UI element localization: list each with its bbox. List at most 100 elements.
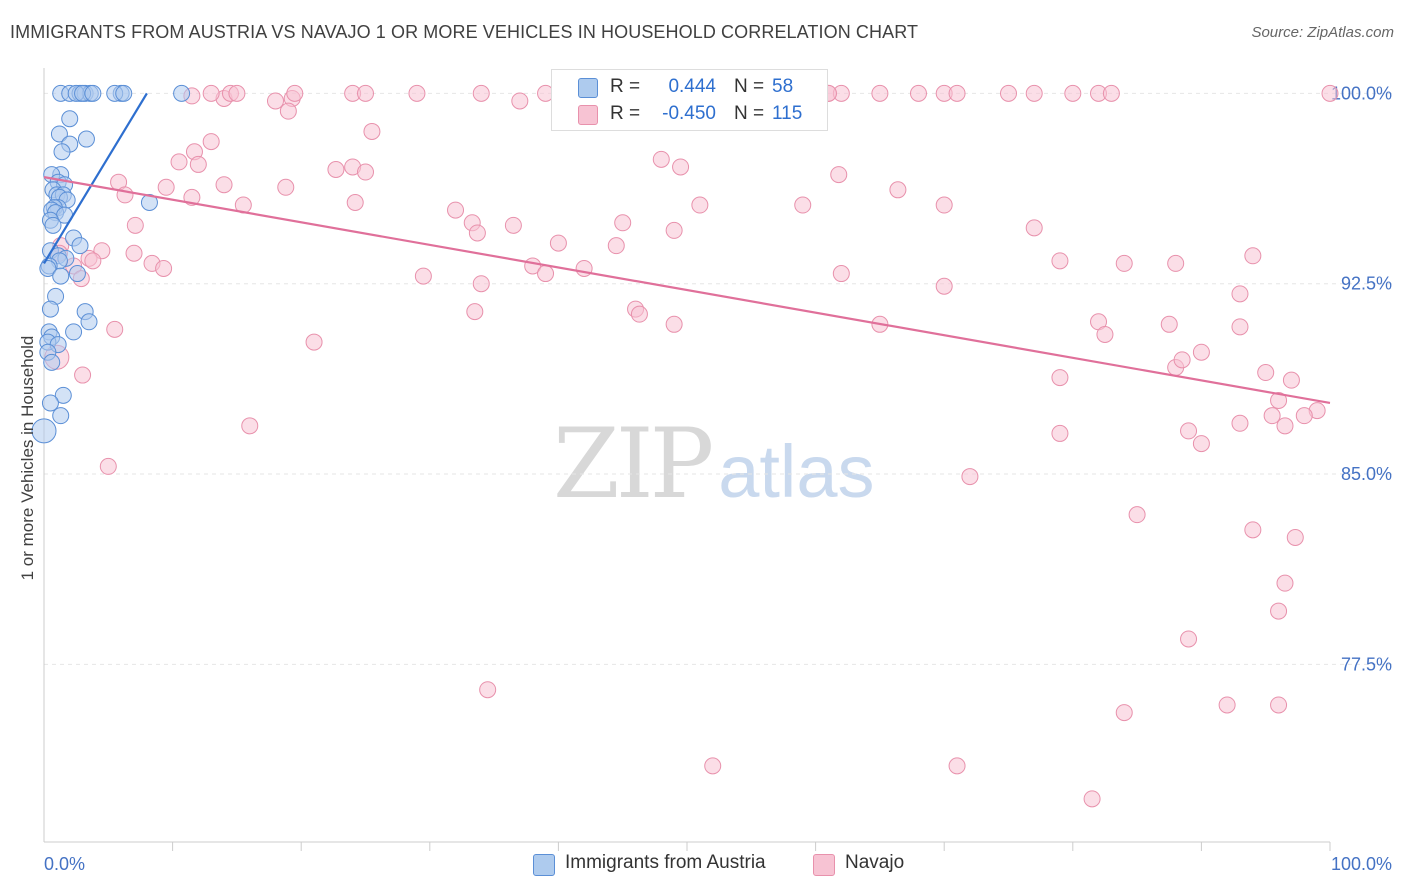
navajo-point (84, 252, 102, 270)
axis-layer (43, 68, 1330, 843)
navajo-point (794, 196, 812, 214)
navajo-point (1270, 602, 1288, 620)
austria-point (50, 125, 68, 143)
navajo-point (1321, 84, 1339, 102)
navajo-point (202, 84, 220, 102)
navajo-point (241, 417, 259, 435)
bottom-legend-swatch-navajo (813, 854, 835, 876)
y-tick-label: 77.5% (1341, 654, 1392, 674)
austria-point (65, 323, 83, 341)
navajo-point (832, 265, 850, 283)
legend-n-value: 115 (772, 103, 803, 124)
navajo-point (1051, 252, 1069, 270)
austria-point (71, 237, 89, 255)
navajo-point (357, 84, 374, 102)
tick-layer: 100.0% 92.5% 85.0% 77.5% 0.0% 100.0% (44, 83, 1392, 874)
navajo-point (1167, 254, 1185, 272)
austria-point (31, 418, 57, 444)
bottom-legend-label-navajo: Navajo (845, 852, 905, 873)
y-axis-title: 1 or more Vehicles in Household (18, 336, 37, 581)
navajo-point (1218, 696, 1236, 714)
austria-point (39, 259, 57, 277)
navajo-point (1263, 407, 1281, 425)
austria-point (43, 353, 61, 371)
navajo-point (155, 259, 173, 277)
navajo-point (948, 84, 966, 102)
navajo-point (202, 133, 220, 151)
navajo-point (447, 201, 465, 219)
navajo-point (1192, 343, 1210, 361)
navajo-point (126, 216, 144, 234)
navajo-point (889, 181, 907, 199)
navajo-point (408, 84, 426, 102)
navajo-point (1102, 84, 1120, 102)
legend-n-label: N = (734, 76, 765, 97)
navajo-point (1064, 84, 1082, 102)
correlation-legend: R = 0.444 N = 58 R = -0.450 N = 115 (551, 69, 828, 131)
legend-r-label: R = (610, 76, 641, 97)
austria-point (61, 110, 79, 128)
bottom-legend-label-austria: Immigrants from Austria (565, 852, 766, 873)
navajo-point (472, 84, 490, 102)
navajo-point (704, 757, 722, 775)
austria-point (52, 407, 70, 425)
legend-n-value: 58 (772, 76, 794, 97)
navajo-point (1115, 254, 1133, 272)
navajo-point (1160, 315, 1178, 333)
navajo-point (106, 320, 124, 338)
chart-title: IMMIGRANTS FROM AUSTRIA VS NAVAJO 1 OR M… (10, 22, 919, 42)
navajo-point (1244, 521, 1262, 539)
navajo-point (630, 305, 648, 323)
navajo-point (99, 457, 117, 475)
austria-point (54, 386, 72, 404)
austria-point (173, 84, 191, 102)
legend-r-label: R = (610, 103, 641, 124)
navajo-point (1051, 424, 1069, 442)
navajo-point (665, 221, 683, 239)
navajo-point (279, 102, 297, 120)
legend-r-value: 0.444 (668, 76, 716, 97)
navajo-point (1295, 407, 1313, 425)
navajo-point (672, 158, 690, 176)
navajo-point (948, 757, 966, 775)
navajo-point (1276, 574, 1294, 592)
y-tick-label: 100.0% (1331, 83, 1392, 103)
navajo-point (549, 234, 567, 252)
navajo-point (157, 178, 175, 196)
navajo-point (1231, 285, 1249, 303)
navajo-point (125, 244, 143, 262)
navajo-point (652, 150, 670, 168)
navajo-point (665, 315, 683, 333)
navajo-points (44, 84, 1339, 808)
trend-layer (43, 92, 1331, 405)
navajo-point (357, 163, 374, 181)
navajo-point (215, 176, 233, 194)
legend-row-austria: R = 0.444 N = 58 (552, 74, 827, 100)
austria-point (44, 216, 62, 234)
navajo-point (277, 178, 295, 196)
navajo-point (1231, 414, 1249, 432)
austria-point (53, 143, 71, 161)
navajo-point (691, 196, 709, 214)
navajo-point (1282, 371, 1300, 389)
navajo-point (479, 681, 497, 699)
navajo-point (871, 84, 889, 102)
navajo-point (327, 161, 345, 179)
navajo-point (466, 303, 484, 321)
navajo-point (607, 237, 625, 255)
austria-point (77, 130, 95, 148)
navajo-point (1180, 630, 1198, 648)
navajo-point (1180, 422, 1198, 440)
x-tick-label: 100.0% (1331, 854, 1392, 874)
navajo-point (1192, 435, 1210, 453)
navajo-point (909, 84, 927, 102)
navajo-point (1000, 84, 1017, 102)
legend-n-label: N = (734, 103, 765, 124)
navajo-point (472, 275, 490, 293)
navajo-point (305, 333, 323, 351)
navajo-trend-line (43, 176, 1331, 405)
navajo-point (935, 196, 953, 214)
navajo-point (614, 214, 632, 232)
watermark-zip: ZIP (553, 408, 714, 520)
